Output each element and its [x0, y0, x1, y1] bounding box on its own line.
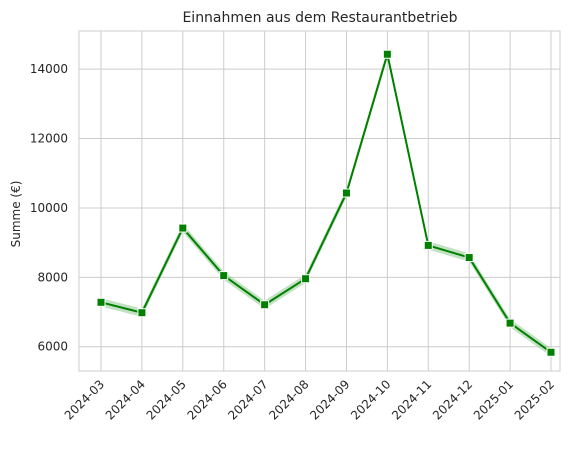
band-area	[101, 50, 551, 357]
x-tick-label: 2024-04	[103, 377, 148, 422]
x-tick-label: 2025-02	[512, 377, 557, 422]
x-axis-ticks: 2024-032024-042024-052024-062024-072024-…	[62, 377, 557, 422]
x-tick-label: 2024-10	[348, 377, 393, 422]
data-point-marker	[137, 308, 147, 318]
data-point-marker	[546, 347, 556, 357]
series-markers	[96, 49, 556, 357]
data-point-marker	[423, 240, 433, 250]
y-axis-ticks: 6000 8000 10000 12000 14000	[30, 62, 68, 354]
x-tick-label: 2024-08	[266, 377, 311, 422]
data-point-marker	[382, 49, 392, 59]
x-tick-label: 2024-07	[225, 377, 270, 422]
y-tick-label: 8000	[37, 270, 68, 284]
x-tick-label: 2024-11	[389, 377, 434, 422]
y-tick-label: 10000	[30, 201, 68, 215]
x-tick-label: 2024-05	[144, 377, 189, 422]
data-point-marker	[260, 300, 270, 310]
confidence-band	[101, 50, 551, 357]
grid	[79, 31, 560, 371]
x-tick-label: 2025-01	[471, 377, 516, 422]
series-line	[100, 53, 552, 354]
y-axis-label: Summe (€)	[9, 181, 23, 248]
chart-title: Einnahmen aus dem Restaurantbetrieb	[182, 10, 457, 26]
x-tick-label: 2024-06	[184, 377, 229, 422]
data-point-marker	[219, 271, 229, 281]
data-point-marker	[505, 318, 515, 328]
data-point-marker	[341, 188, 351, 198]
plot-area-frame	[78, 30, 561, 372]
data-point-marker	[178, 223, 188, 233]
y-tick-label: 6000	[37, 340, 68, 354]
x-tick-label: 2024-09	[307, 377, 352, 422]
x-tick-label: 2024-12	[430, 377, 475, 422]
series-polyline	[100, 53, 552, 354]
data-point-marker	[464, 253, 474, 263]
y-tick-label: 12000	[30, 132, 68, 146]
data-point-marker	[96, 297, 106, 307]
data-point-marker	[301, 274, 311, 284]
y-tick-label: 14000	[30, 62, 68, 76]
x-tick-label: 2024-03	[62, 377, 107, 422]
